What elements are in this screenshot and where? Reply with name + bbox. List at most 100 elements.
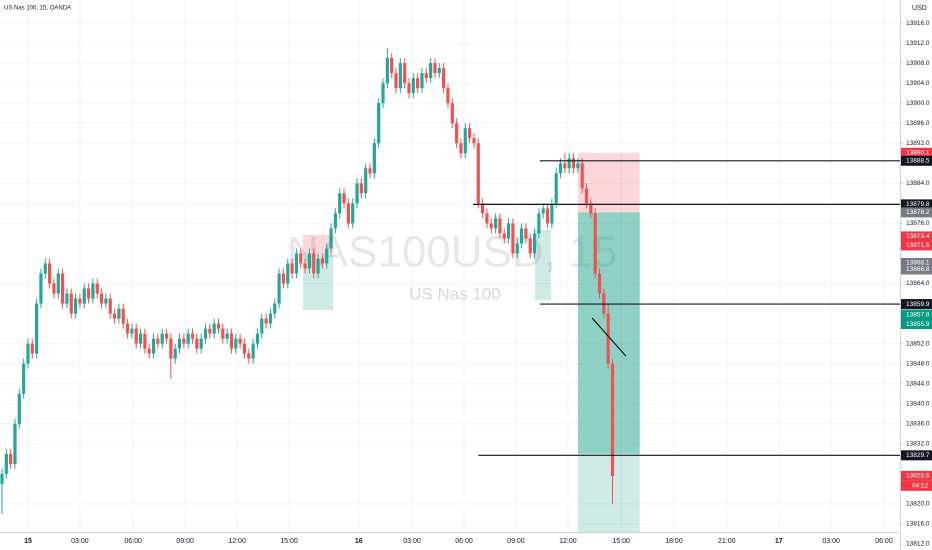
candle-body xyxy=(164,333,169,339)
candle-body xyxy=(69,293,73,314)
x-tick-label: 12:00 xyxy=(228,538,246,545)
candle-body xyxy=(82,288,86,304)
candle-body xyxy=(541,208,545,214)
candle-body xyxy=(43,263,47,274)
candle-body xyxy=(17,393,21,424)
candle-body xyxy=(255,333,260,344)
candle-body xyxy=(515,243,519,254)
price-label-box xyxy=(901,257,932,268)
candle-body xyxy=(13,423,17,464)
price-label-box xyxy=(901,309,932,320)
y-tick-label: 13900.0 xyxy=(906,100,930,107)
x-tick-label: 16 xyxy=(355,538,363,545)
candle-body xyxy=(104,298,108,304)
candle-body xyxy=(394,73,398,89)
price-label: 13855.9 xyxy=(906,321,930,328)
x-tick-label: 06:00 xyxy=(455,538,473,545)
candle-body xyxy=(268,313,273,324)
candle-body xyxy=(242,343,247,354)
candle-body xyxy=(545,208,550,224)
position-zone xyxy=(577,152,640,213)
price-label: 13829.7 xyxy=(906,452,930,459)
candle-body xyxy=(407,83,411,94)
candle-body xyxy=(216,323,221,329)
price-label: 13890.1 xyxy=(906,149,930,156)
candle-body xyxy=(606,313,610,364)
position-zone xyxy=(577,453,640,532)
candle-body xyxy=(403,63,407,84)
price-label: 13866.8 xyxy=(906,266,930,273)
candle-body xyxy=(307,253,312,269)
y-tick-label: 13892.0 xyxy=(906,140,930,147)
candle-body xyxy=(571,158,576,169)
candle-body xyxy=(264,318,268,324)
price-label-box xyxy=(901,240,932,251)
x-tick-label: 03:00 xyxy=(71,538,89,545)
price-label-box xyxy=(901,207,932,218)
candle-body xyxy=(567,158,571,169)
y-tick-label: 13844.0 xyxy=(906,380,930,387)
candle-body xyxy=(143,333,147,349)
candle-body xyxy=(377,103,381,144)
candle-body xyxy=(524,228,528,239)
candle-body xyxy=(195,338,199,349)
x-tick-label: 09:00 xyxy=(507,538,525,545)
candle-body xyxy=(472,138,476,144)
price-label-box xyxy=(901,319,932,330)
candle-body xyxy=(312,253,316,274)
x-tick-label: 17 xyxy=(775,538,783,545)
candle-body xyxy=(130,328,134,334)
candle-body xyxy=(481,203,485,214)
candle-body xyxy=(511,223,515,254)
price-label-box xyxy=(901,199,932,210)
time-axis xyxy=(0,532,900,550)
y-tick-label: 13820.0 xyxy=(906,501,930,508)
candle-body xyxy=(420,73,424,89)
candle-body xyxy=(506,223,511,239)
candle-body xyxy=(563,163,567,169)
candle-body xyxy=(320,258,324,264)
candle-body xyxy=(584,188,589,204)
countdown-box xyxy=(901,480,932,491)
candle-body xyxy=(437,68,441,74)
price-label: 13857.8 xyxy=(906,311,930,318)
x-tick-label: 03:00 xyxy=(403,538,421,545)
y-tick-label: 13912.0 xyxy=(906,40,930,47)
candle-body xyxy=(338,193,342,214)
candle-body xyxy=(273,303,277,314)
countdown: 04:12 xyxy=(912,483,929,490)
candle-body xyxy=(190,333,195,339)
candle-body xyxy=(30,343,34,354)
candle-body xyxy=(294,253,299,274)
candle-body xyxy=(485,213,489,224)
candle-body xyxy=(260,318,264,334)
candle-body xyxy=(160,333,164,344)
candle-body xyxy=(576,163,580,169)
candle-body xyxy=(99,293,104,304)
candle-body xyxy=(299,253,303,264)
candle-body xyxy=(147,348,151,354)
x-tick-label: 15:00 xyxy=(612,538,630,545)
candle-body xyxy=(468,128,472,139)
candle-body xyxy=(277,273,281,304)
candle-body xyxy=(229,333,234,349)
candle-body xyxy=(519,228,524,244)
candle-body xyxy=(134,328,138,344)
y-tick-label: 13908.0 xyxy=(906,60,930,67)
candle-body xyxy=(459,143,463,154)
y-tick-label: 13840.0 xyxy=(906,400,930,407)
candle-body xyxy=(247,353,251,359)
candle-body xyxy=(290,263,294,274)
candle-body xyxy=(56,273,60,294)
y-tick-label: 13812.0 xyxy=(906,541,930,548)
candle-body xyxy=(329,228,333,249)
price-label: 13868.1 xyxy=(906,260,930,267)
y-tick-label: 13832.0 xyxy=(906,441,930,448)
candle-body xyxy=(593,213,597,274)
candle-body xyxy=(489,223,493,229)
y-tick-label: 13836.0 xyxy=(906,420,930,427)
candle-body xyxy=(580,163,584,189)
candle-body xyxy=(424,73,428,79)
candle-body xyxy=(433,63,437,74)
y-tick-label: 13852.0 xyxy=(906,340,930,347)
